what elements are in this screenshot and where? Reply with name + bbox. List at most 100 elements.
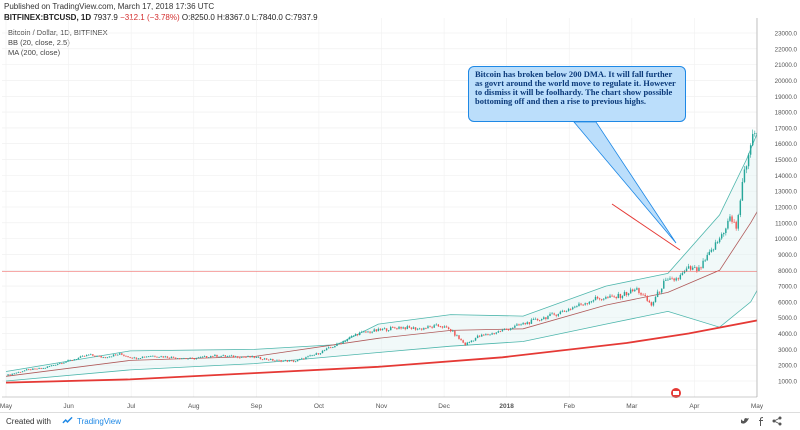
candle-body xyxy=(14,373,15,374)
candle-body xyxy=(566,311,567,312)
candle-body xyxy=(251,356,252,357)
candle-body xyxy=(539,320,540,321)
candle-body xyxy=(644,295,645,296)
candle-body xyxy=(661,289,662,293)
price-tick-label: 2000.0 xyxy=(778,363,797,370)
candle-body xyxy=(380,329,381,330)
candle-body xyxy=(49,366,50,367)
candle-body xyxy=(390,327,391,330)
candle-body xyxy=(291,360,292,361)
candle-body xyxy=(510,328,511,329)
candle-body xyxy=(384,328,385,329)
candle-body xyxy=(34,369,35,370)
candle-body xyxy=(74,359,75,360)
candle-body xyxy=(560,312,561,314)
candle-body xyxy=(183,358,184,359)
candle-body xyxy=(500,331,501,332)
candle-body xyxy=(307,356,308,357)
candle-body xyxy=(709,252,710,255)
candle-body xyxy=(241,357,242,358)
candle-body xyxy=(446,326,447,327)
candle-body xyxy=(719,238,720,242)
candle-body xyxy=(349,337,350,339)
candle-body xyxy=(738,215,739,229)
candle-body xyxy=(162,356,163,357)
candle-body xyxy=(140,358,141,359)
candle-body xyxy=(409,326,410,327)
candle-body xyxy=(382,329,383,330)
candle-body xyxy=(485,334,486,335)
candle-body xyxy=(69,360,70,361)
price-tick-label: 15000.0 xyxy=(775,157,798,164)
candle-body xyxy=(522,323,523,324)
candle-body xyxy=(318,353,319,354)
candle-body xyxy=(43,368,44,369)
candle-body xyxy=(365,332,366,333)
candle-body xyxy=(440,326,441,327)
candle-body xyxy=(256,357,257,358)
candle-body xyxy=(723,233,724,234)
candle-body xyxy=(582,305,583,306)
candle-body xyxy=(26,369,27,370)
candle-body xyxy=(630,290,631,294)
candle-body xyxy=(605,297,606,299)
candle-body xyxy=(185,358,186,359)
annotation-callout[interactable]: Bitcoin has broken below 200 DMA. It wil… xyxy=(468,66,686,122)
candle-body xyxy=(313,355,314,356)
candle-body xyxy=(194,358,195,359)
candle-body xyxy=(158,357,159,358)
time-tick-label: Mar xyxy=(626,403,638,410)
candle-body xyxy=(214,355,215,356)
candle-body xyxy=(167,356,168,357)
time-tick-label: Oct xyxy=(314,403,324,410)
candle-body xyxy=(102,357,103,358)
candle-body xyxy=(467,343,468,346)
candle-body xyxy=(680,275,681,279)
candle-body xyxy=(150,356,151,357)
candle-body xyxy=(462,340,463,342)
candle-body xyxy=(328,347,329,348)
candle-body xyxy=(322,351,323,353)
candle-body xyxy=(700,267,701,268)
candle-body xyxy=(165,356,166,357)
candle-body xyxy=(59,363,60,364)
facebook-icon[interactable] xyxy=(756,416,766,426)
candle-body xyxy=(65,362,66,363)
candle-body xyxy=(595,297,596,300)
candle-body xyxy=(7,374,8,375)
candle-body xyxy=(198,357,199,358)
candle-body xyxy=(357,334,358,335)
share-icon[interactable] xyxy=(772,416,782,426)
candle-body xyxy=(752,134,753,145)
candle-body xyxy=(404,327,405,329)
candle-body xyxy=(107,357,108,358)
candle-body xyxy=(55,365,56,366)
candle-body xyxy=(477,336,478,338)
price-chart[interactable]: 7937.9 1000.02000.03000.04000.05000.0600… xyxy=(0,0,800,412)
candle-body xyxy=(711,250,712,252)
candle-body xyxy=(179,358,180,359)
candle-body xyxy=(115,355,116,356)
twitter-icon[interactable] xyxy=(740,416,750,426)
candle-body xyxy=(369,332,370,333)
candle-body xyxy=(725,229,726,233)
candle-body xyxy=(400,327,401,329)
tradingview-brand[interactable]: TradingView xyxy=(77,417,121,426)
price-tick-label: 3000.0 xyxy=(778,347,797,354)
candle-body xyxy=(76,359,77,360)
candle-body xyxy=(84,356,85,357)
candle-body xyxy=(113,355,114,357)
candle-body xyxy=(729,216,730,220)
candle-body xyxy=(483,335,484,336)
candle-body xyxy=(109,356,110,357)
price-tick-label: 9000.0 xyxy=(778,252,797,259)
candle-body xyxy=(148,356,149,357)
candle-body xyxy=(704,260,705,261)
candle-body xyxy=(684,272,685,273)
candle-body xyxy=(578,304,579,306)
candle-body xyxy=(86,355,87,356)
candle-body xyxy=(624,292,625,296)
candle-body xyxy=(111,356,112,357)
price-tick-label: 20000.0 xyxy=(775,78,798,85)
candle-body xyxy=(613,296,614,297)
